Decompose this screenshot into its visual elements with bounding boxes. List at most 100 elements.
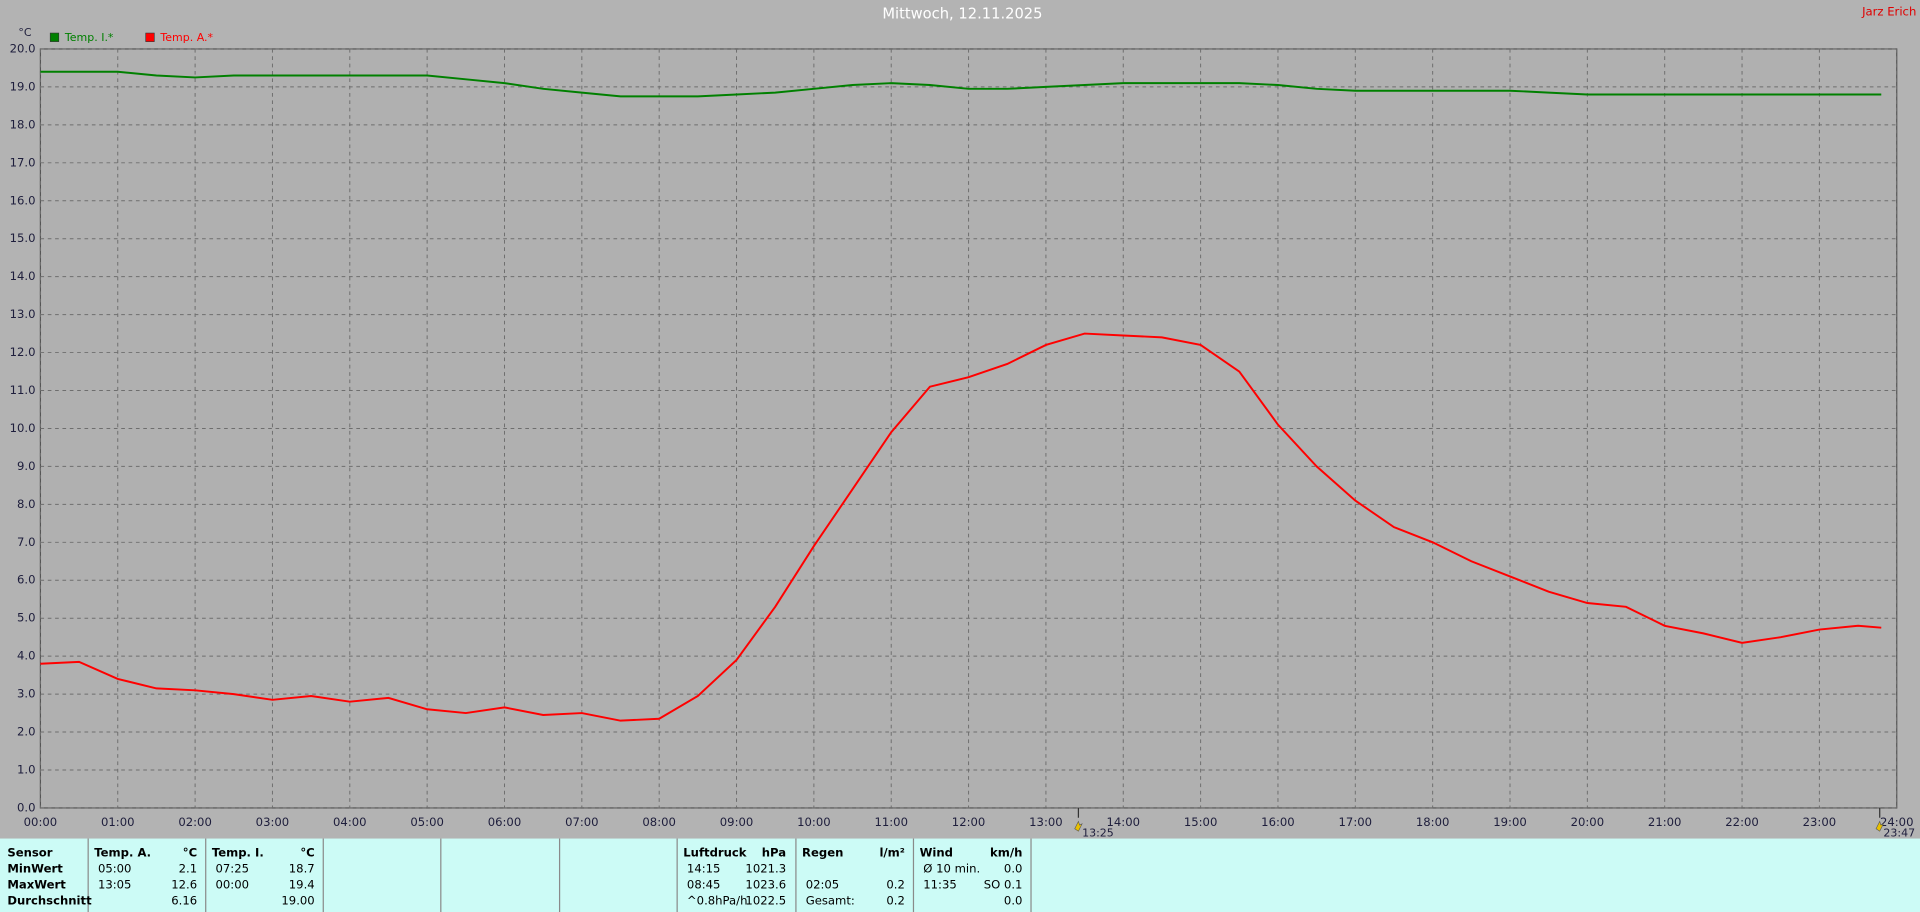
x-tick-label: 17:00 — [1339, 815, 1373, 829]
x-tick-label: 09:00 — [720, 815, 754, 829]
x-tick-label: 01:00 — [101, 815, 135, 829]
x-tick-label: 13:00 — [1029, 815, 1063, 829]
x-tick-label: 11:00 — [874, 815, 908, 829]
legend-label: Temp. I.* — [64, 31, 114, 44]
y-tick-label: 9.0 — [17, 459, 36, 473]
cell-value: 6.16 — [171, 893, 197, 907]
x-tick-label: 06:00 — [488, 815, 522, 829]
x-tick-label: 08:00 — [642, 815, 676, 829]
row-label: MaxWert — [7, 878, 66, 892]
row-label: Durchschnitt — [7, 893, 92, 907]
row-label: MinWert — [7, 862, 63, 876]
group-header: Temp. A. — [94, 846, 151, 860]
y-tick-label: 5.0 — [17, 611, 36, 625]
x-tick-label: 18:00 — [1416, 815, 1450, 829]
cell-time: 02:05 — [806, 878, 840, 892]
x-tick-label: 02:00 — [178, 815, 212, 829]
table-dividers — [87, 838, 1032, 912]
y-unit: °C — [18, 26, 32, 39]
x-tick-label: 12:00 — [952, 815, 986, 829]
x-tick-label: 04:00 — [333, 815, 367, 829]
cell-value: SO 0.1 — [984, 878, 1023, 892]
y-tick-label: 2.0 — [17, 725, 36, 739]
legend-swatch — [49, 32, 60, 42]
cell-value: 19.4 — [289, 878, 315, 892]
y-tick-label: 10.0 — [10, 421, 36, 435]
y-tick-label: 11.0 — [10, 383, 36, 397]
y-tick-label: 16.0 — [10, 193, 36, 207]
row-label: Sensor — [7, 846, 52, 860]
x-tick-label: 15:00 — [1184, 815, 1218, 829]
cell-value: 0.0 — [1004, 893, 1023, 907]
y-tick-label: 17.0 — [10, 155, 36, 169]
event-icon — [1074, 820, 1083, 832]
cell-value: 1022.5 — [745, 893, 786, 907]
y-tick-label: 19.0 — [10, 79, 36, 93]
group-unit: °C — [300, 846, 314, 860]
cell-value: 1021.3 — [745, 862, 786, 876]
y-tick-label: 1.0 — [17, 762, 36, 776]
group-unit: hPa — [762, 846, 786, 860]
x-tick-label: 16:00 — [1261, 815, 1295, 829]
y-tick-label: 18.0 — [10, 117, 36, 131]
y-tick-label: 6.0 — [17, 573, 36, 587]
event-icon — [1875, 820, 1885, 832]
cell-time: Gesamt: — [806, 893, 855, 907]
event-label: 13:25 — [1082, 827, 1114, 840]
group-header: Temp. I. — [212, 846, 264, 860]
cell-value: 12.6 — [171, 878, 197, 892]
series-line — [40, 332, 1882, 722]
x-tick-label: 14:00 — [1107, 815, 1141, 829]
cell-time: 11:35 — [923, 878, 957, 892]
x-tick-label: 23:00 — [1803, 815, 1837, 829]
group-unit: km/h — [990, 846, 1022, 860]
cell-time: 14:15 — [687, 862, 721, 876]
y-tick-label: 12.0 — [10, 345, 36, 359]
x-tick-label: 00:00 — [24, 815, 58, 829]
group-header: Wind — [920, 846, 953, 860]
cell-time: 13:05 — [98, 878, 132, 892]
cell-time: 08:45 — [687, 878, 721, 892]
group-unit: °C — [183, 846, 197, 860]
x-tick-label: 03:00 — [256, 815, 290, 829]
cell-value: 18.7 — [289, 862, 315, 876]
x-tick-label: 24:00 — [1880, 815, 1914, 829]
y-tick-label: 20.0 — [10, 41, 36, 55]
cell-value: 19.00 — [281, 893, 314, 907]
y-tick-label: 7.0 — [17, 535, 36, 549]
y-tick-label: 13.0 — [10, 307, 36, 321]
y-tick-label: 3.0 — [17, 687, 36, 701]
x-tick-label: 07:00 — [565, 815, 599, 829]
x-tick-label: 19:00 — [1493, 815, 1527, 829]
cell-time: 00:00 — [216, 878, 250, 892]
legend-swatch — [145, 32, 155, 42]
event-label: 23:47 — [1883, 827, 1915, 840]
x-tick-label: 22:00 — [1725, 815, 1759, 829]
legend-label: Temp. A.* — [159, 31, 213, 44]
x-tick-label: 10:00 — [797, 815, 831, 829]
x-tick-label: 21:00 — [1648, 815, 1682, 829]
y-tick-label: 0.0 — [17, 800, 36, 814]
cell-time: ^0.8hPa/h — [687, 893, 748, 907]
group-unit: l/m² — [879, 846, 904, 860]
group-header: Luftdruck — [683, 846, 747, 860]
chart-title: Mittwoch, 12.11.2025 — [882, 6, 1042, 23]
owner: Jarz Erich — [1861, 5, 1916, 19]
x-tick-label: 05:00 — [410, 815, 444, 829]
cell-value: 0.2 — [886, 893, 905, 907]
series-line — [40, 70, 1882, 98]
cell-value: 1023.6 — [745, 878, 786, 892]
y-tick-label: 8.0 — [17, 497, 36, 511]
cell-time: 05:00 — [98, 862, 132, 876]
grid — [39, 48, 1898, 809]
y-tick-label: 4.0 — [17, 649, 36, 663]
cell-value: 0.0 — [1004, 862, 1023, 876]
y-tick-label: 14.0 — [10, 269, 36, 283]
cell-value: 2.1 — [179, 862, 198, 876]
group-header: Regen — [802, 846, 843, 860]
table-bg — [0, 838, 1920, 912]
y-tick-label: 15.0 — [10, 231, 36, 245]
